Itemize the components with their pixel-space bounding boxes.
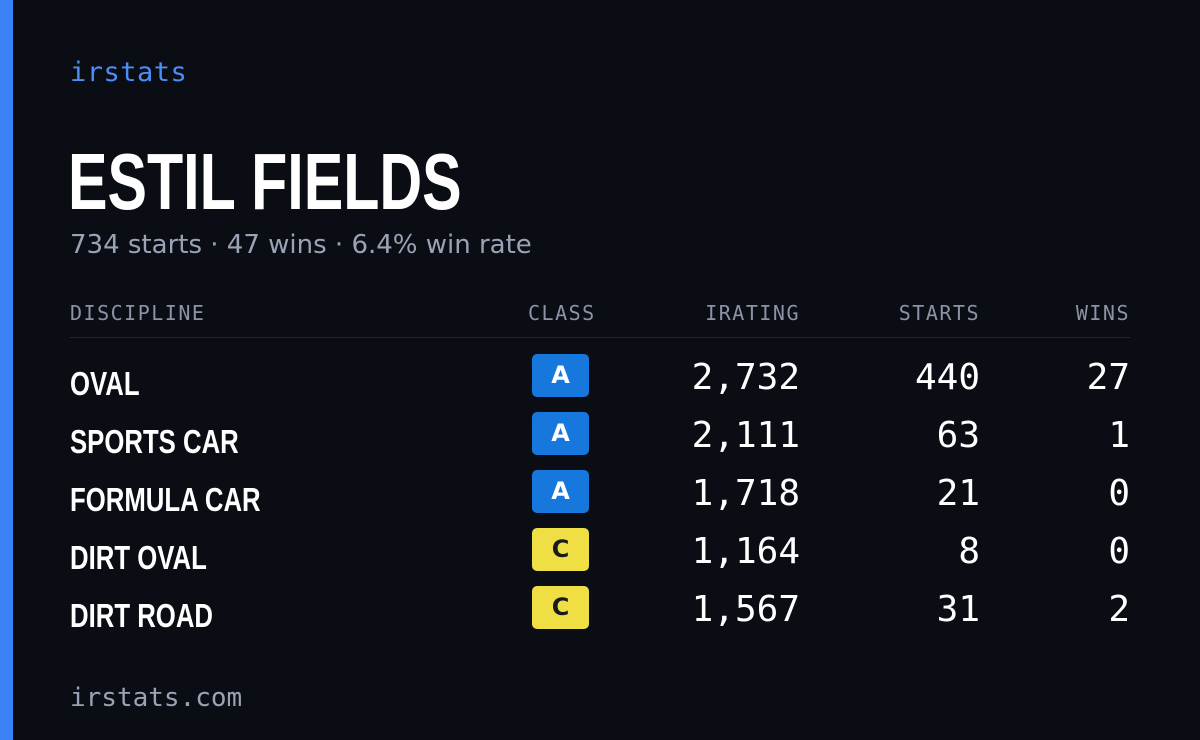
header-divider (70, 337, 1130, 338)
discipline-name: SPORTS CAR (70, 423, 239, 460)
class-badge: A (532, 470, 589, 513)
table-row: SPORTS CAR A 2,111 63 1 (70, 408, 1130, 466)
irating-value: 2,732 (691, 357, 800, 398)
table-row: DIRT ROAD C 1,567 31 2 (70, 582, 1130, 640)
wins-value: 0 (1108, 473, 1130, 514)
table-row: DIRT OVAL C 1,164 8 0 (70, 524, 1130, 582)
discipline-table: OVAL A 2,732 440 27 SPORTS CAR A 2,111 6… (70, 350, 1130, 640)
class-badge: C (532, 528, 589, 571)
wins-value: 0 (1108, 531, 1130, 572)
accent-bar (0, 0, 13, 740)
brand-logo: irstats (70, 57, 188, 88)
wins-value: 2 (1108, 589, 1130, 630)
irating-value: 2,111 (691, 415, 800, 456)
discipline-name: FORMULA CAR (70, 481, 261, 518)
starts-value: 440 (914, 357, 980, 398)
irating-value: 1,718 (691, 473, 800, 514)
header-class: CLASS (528, 301, 596, 325)
irating-value: 1,567 (691, 589, 800, 630)
starts-value: 31 (936, 589, 980, 630)
header-wins: WINS (1075, 301, 1130, 325)
header-discipline: DISCIPLINE (70, 301, 206, 325)
starts-value: 8 (958, 531, 980, 572)
discipline-name: DIRT OVAL (70, 539, 207, 576)
wins-value: 1 (1108, 415, 1130, 456)
driver-name: ESTIL FIELDS (68, 137, 462, 226)
class-badge: A (532, 354, 589, 397)
irating-value: 1,164 (691, 531, 800, 572)
class-badge: C (532, 586, 589, 629)
table-header: DISCIPLINE CLASS IRATING STARTS WINS (70, 300, 1130, 326)
wins-value: 27 (1086, 357, 1130, 398)
starts-value: 63 (936, 415, 980, 456)
class-badge: A (532, 412, 589, 455)
header-starts: STARTS (898, 301, 980, 325)
driver-summary: 734 starts · 47 wins · 6.4% win rate (70, 230, 532, 260)
starts-value: 21 (936, 473, 980, 514)
discipline-name: OVAL (70, 365, 140, 402)
table-row: FORMULA CAR A 1,718 21 0 (70, 466, 1130, 524)
footer-url: irstats.com (70, 683, 243, 713)
table-row: OVAL A 2,732 440 27 (70, 350, 1130, 408)
discipline-name: DIRT ROAD (70, 597, 213, 634)
header-irating: IRATING (705, 301, 800, 325)
